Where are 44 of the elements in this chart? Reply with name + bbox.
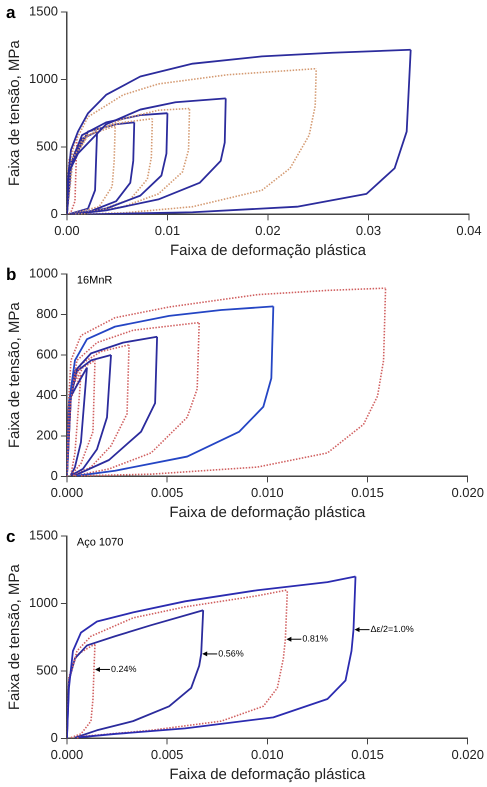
y-axis-title: Faixa de tensão, MPa bbox=[6, 564, 24, 710]
x-tick-label: 0.000 bbox=[50, 746, 84, 762]
y-tick-label: 400 bbox=[36, 387, 58, 402]
y-tick-label: 1500 bbox=[29, 528, 58, 543]
annotation: 0.24% bbox=[110, 664, 137, 674]
y-tick-label: 0 bbox=[50, 730, 58, 745]
y-tick-label: 600 bbox=[36, 346, 58, 362]
annotation: Δε/2=1.0% bbox=[370, 624, 414, 634]
x-tick-label: 0.010 bbox=[251, 746, 284, 762]
x-tick-label: 0.015 bbox=[351, 746, 384, 762]
y-tick-label: 0 bbox=[50, 206, 58, 221]
x-axis-title: Faixa de deformação plástica bbox=[170, 242, 367, 260]
y-tick-label: 1000 bbox=[29, 71, 58, 86]
y-axis-title: Faixa de tensão, MPa bbox=[6, 302, 24, 448]
x-tick-label: 0.04 bbox=[456, 222, 482, 238]
x-tick-label: 0.00 bbox=[54, 222, 80, 238]
x-tick-label: 0.005 bbox=[150, 746, 184, 762]
x-axis-title: Faixa de deformação plástica bbox=[169, 504, 366, 522]
x-tick-label: 0.005 bbox=[150, 484, 184, 500]
x-tick-label: 0.010 bbox=[251, 484, 284, 500]
y-tick-label: 1000 bbox=[29, 266, 58, 281]
x-tick-label: 0.02 bbox=[255, 222, 281, 238]
annotation: Aço 1070 bbox=[76, 536, 124, 549]
chart-title: b bbox=[6, 265, 16, 284]
x-tick-label: 0.015 bbox=[351, 484, 384, 500]
x-tick-label: 0.020 bbox=[451, 484, 484, 500]
y-tick-label: 200 bbox=[36, 428, 58, 442]
y-tick-label: 500 bbox=[36, 138, 58, 154]
annotation: 16MnR bbox=[76, 274, 112, 287]
x-tick-label: 0.020 bbox=[451, 746, 484, 762]
annotation: 0.81% bbox=[302, 634, 328, 644]
y-tick-label: 1500 bbox=[29, 4, 58, 19]
y-tick-label: 500 bbox=[36, 662, 58, 678]
y-axis-title: Faixa de tensão, MPa bbox=[6, 40, 24, 186]
x-tick-label: 0.01 bbox=[154, 222, 180, 238]
y-tick-label: 800 bbox=[36, 306, 58, 322]
y-tick-label: 1000 bbox=[29, 595, 58, 610]
x-axis-title: Faixa de deformação plástica bbox=[169, 766, 366, 784]
y-tick-label: 0 bbox=[50, 468, 58, 483]
x-tick-label: 0.03 bbox=[356, 222, 382, 238]
x-tick-label: 0.000 bbox=[50, 484, 84, 500]
annotation: 0.56% bbox=[218, 648, 244, 658]
chart-title: c bbox=[6, 527, 16, 546]
chart-title: a bbox=[6, 3, 16, 22]
